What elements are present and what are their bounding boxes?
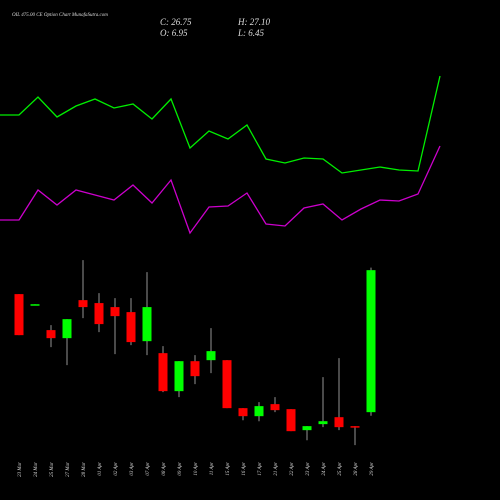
x-tick-label: 15 Apr [226, 462, 231, 476]
candle-body [206, 351, 216, 361]
candle-body [46, 330, 56, 339]
candle-body [254, 406, 264, 417]
x-tick-label: 28 Mar [82, 462, 87, 477]
candle-body [78, 300, 88, 308]
x-tick-label: 22 Apr [290, 462, 295, 476]
line-series [0, 75, 441, 174]
candle-body [334, 417, 344, 428]
x-tick-label: 08 Apr [162, 462, 167, 476]
candle-body [350, 426, 360, 428]
x-tick-label: 24 Mar [34, 462, 39, 477]
candle-body [62, 319, 72, 339]
chart-title: OIL 475.00 CE Option Chart MunafaSutra.c… [12, 13, 108, 18]
x-tick-label: 03 Apr [130, 462, 135, 476]
x-tick-label: 28 Apr [354, 462, 359, 476]
x-tick-label: 29 Apr [370, 462, 375, 476]
candle-body [14, 294, 24, 336]
line-series [0, 145, 441, 235]
x-tick-label: 11 Apr [210, 462, 215, 475]
candle-body [318, 421, 328, 425]
candle-body [110, 307, 120, 317]
candle-body [126, 312, 136, 343]
x-tick-label: 17 Apr [258, 462, 263, 476]
open-label: O: 6.95 [160, 28, 188, 38]
x-tick-label: 21 Apr [274, 462, 279, 476]
candle-body [30, 304, 40, 306]
x-tick-label: 10 Apr [194, 462, 199, 476]
candle-body [270, 404, 280, 411]
x-tick-label: 16 Apr [242, 462, 247, 476]
candle-body [94, 303, 104, 325]
candle-body [190, 361, 200, 377]
candle-body [302, 426, 312, 431]
x-tick-label: 27 Mar [66, 462, 71, 477]
candle-body [174, 361, 184, 392]
candle-body [366, 270, 376, 413]
x-tick-label: 23 Mar [18, 462, 23, 477]
x-tick-label: 09 Apr [178, 462, 183, 476]
candle-body [142, 307, 152, 342]
low-label: L: 6.45 [237, 28, 265, 38]
candle-body [222, 360, 232, 409]
x-tick-label: 25 Apr [338, 462, 343, 476]
high-label: H: 27.10 [237, 17, 270, 27]
candle-body [286, 409, 296, 432]
x-tick-label: 01 Apr [98, 462, 103, 476]
close-label: C: 26.75 [160, 17, 192, 27]
x-tick-label: 24 Apr [322, 462, 327, 476]
x-tick-label: 25 Mar [50, 462, 55, 477]
candle-body [158, 353, 168, 392]
x-tick-label: 02 Apr [114, 462, 119, 476]
candle-body [238, 408, 248, 417]
x-tick-label: 07 Apr [146, 462, 151, 476]
x-tick-label: 23 Apr [306, 462, 311, 476]
